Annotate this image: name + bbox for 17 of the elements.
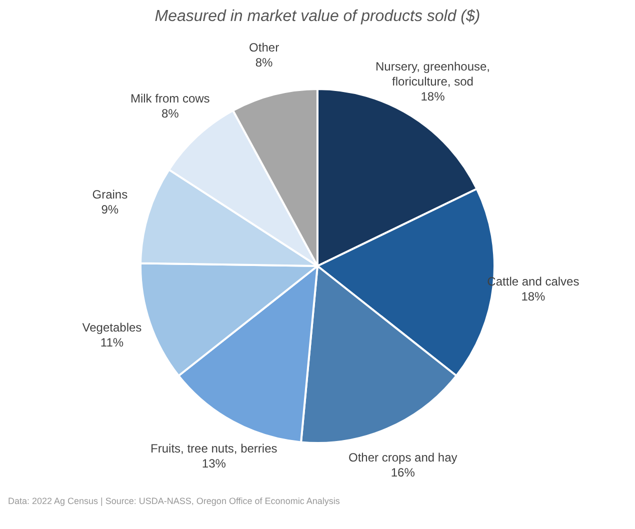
chart-subtitle: Measured in market value of products sold ($) (154, 8, 482, 26)
data-label: 8% (161, 106, 180, 121)
slice-label: Vegetables (82, 320, 142, 334)
slice-label: Nursery, greenhouse, floriculture, sod (375, 59, 490, 88)
slice-label: Other crops and hay (348, 450, 458, 464)
data-label: 18% (521, 289, 546, 304)
data-label: 13% (202, 456, 226, 470)
data-label: 16% (390, 465, 416, 480)
data-label: 11% (100, 335, 124, 350)
slice-label: Milk from cows (130, 92, 210, 106)
data-label: 8% (255, 55, 274, 70)
data-label: 9% (101, 202, 119, 217)
slice-label: Grains (92, 188, 128, 202)
data-label: 18% (420, 89, 446, 104)
slice-label: Other (249, 40, 280, 54)
text: Data: 2022 Ag Census | Source: USDA-NASS, Oregon Office of Economic Analysis (8, 496, 341, 506)
slice-label: Fruits, tree nuts, berries (150, 441, 278, 456)
